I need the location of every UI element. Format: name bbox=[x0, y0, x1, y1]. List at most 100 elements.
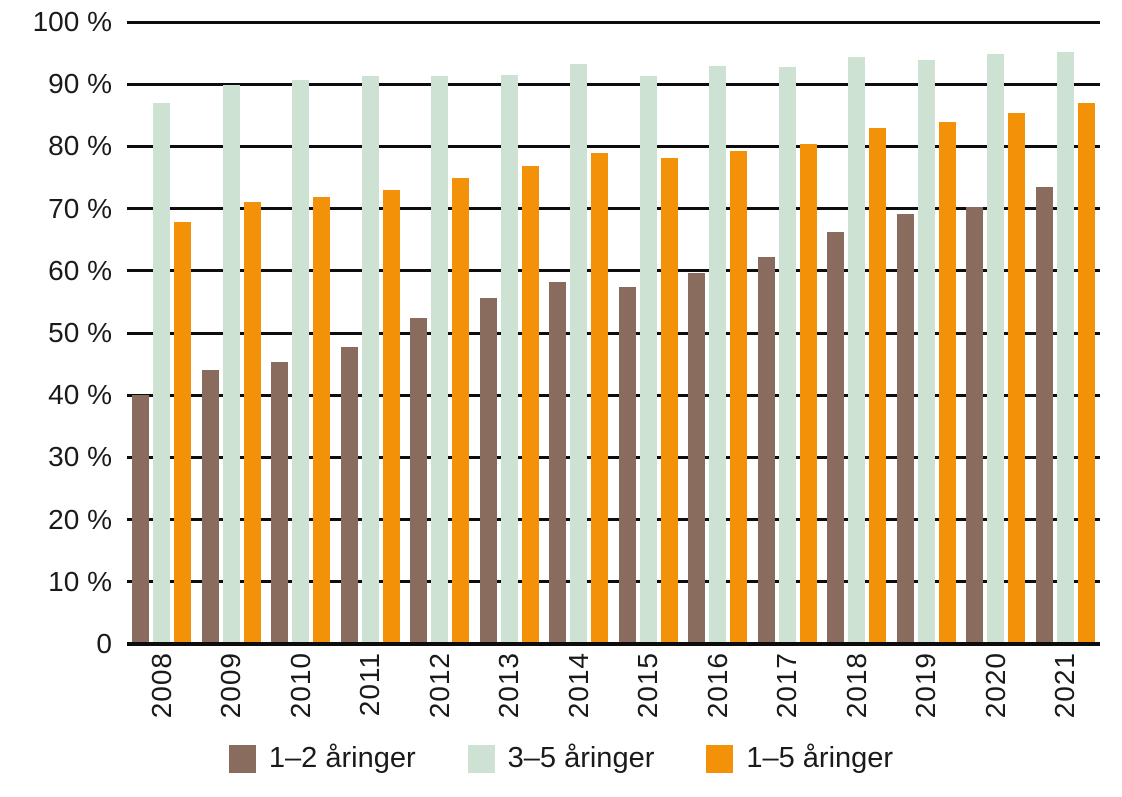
bar-1–5-åringer-2018 bbox=[869, 128, 887, 644]
x-axis-cell: 2008 bbox=[127, 652, 197, 736]
bar-1–5-åringer-2012 bbox=[452, 177, 470, 644]
bar-1–2-åringer-2015 bbox=[618, 286, 636, 644]
bar-1–5-åringer-2013 bbox=[521, 166, 539, 644]
x-axis-cell: 2010 bbox=[266, 652, 336, 736]
x-axis-cell: 2011 bbox=[336, 652, 406, 736]
bar-1–5-åringer-2017 bbox=[799, 143, 817, 644]
bar-3–5-åringer-2021 bbox=[1056, 51, 1074, 644]
gridline bbox=[127, 269, 1100, 273]
x-axis-label-2009: 2009 bbox=[215, 652, 247, 719]
x-axis-cell: 2021 bbox=[1031, 652, 1101, 736]
bar-1–5-åringer-2010 bbox=[313, 196, 331, 644]
x-axis-cell: 2018 bbox=[822, 652, 892, 736]
bar-group-2019 bbox=[892, 22, 962, 644]
legend-label: 1–2 åringer bbox=[268, 742, 416, 774]
bar-group-2011 bbox=[336, 22, 406, 644]
bar-3–5-åringer-2014 bbox=[570, 64, 588, 644]
gridline bbox=[127, 207, 1100, 211]
gridline bbox=[127, 455, 1100, 459]
bar-group-2014 bbox=[544, 22, 614, 644]
bar-1–5-åringer-2021 bbox=[1077, 102, 1095, 644]
bar-1–5-åringer-2011 bbox=[382, 189, 400, 644]
bar-1–2-åringer-2008 bbox=[132, 395, 150, 644]
legend-swatch bbox=[706, 744, 734, 773]
x-axis-line bbox=[127, 642, 1100, 646]
y-axis-label: 50 % bbox=[48, 317, 112, 348]
x-axis-label-2012: 2012 bbox=[423, 652, 455, 719]
bar-1–2-åringer-2013 bbox=[479, 297, 497, 644]
x-axis: 2008 2009 2010 2011 2012 2013 2014 2015 2016 2017… bbox=[127, 652, 1100, 736]
x-axis-cell: 2013 bbox=[475, 652, 545, 736]
bar-1–2-åringer-2017 bbox=[757, 257, 775, 644]
bar-1–2-åringer-2019 bbox=[896, 214, 914, 644]
x-axis-cell: 2020 bbox=[961, 652, 1031, 736]
bar-3–5-åringer-2017 bbox=[778, 66, 796, 644]
x-axis-cell: 2009 bbox=[197, 652, 267, 736]
x-axis-label-2008: 2008 bbox=[145, 652, 177, 719]
bar-groups bbox=[127, 22, 1100, 644]
x-axis-label-2019: 2019 bbox=[910, 652, 942, 719]
bar-3–5-åringer-2008 bbox=[153, 102, 171, 644]
bar-1–5-åringer-2014 bbox=[591, 153, 609, 644]
bar-3–5-åringer-2016 bbox=[709, 66, 727, 644]
bar-1–2-åringer-2011 bbox=[340, 346, 358, 644]
bar-3–5-åringer-2020 bbox=[987, 54, 1005, 644]
y-axis-label: 70 % bbox=[48, 192, 112, 224]
bar-group-2010 bbox=[266, 22, 336, 644]
bar-1–2-åringer-2020 bbox=[966, 207, 984, 644]
y-axis: 100 % 90 % 80 % 70 % 60 % 50 % 40 % 30 % 20 % 10 … bbox=[0, 0, 112, 797]
bar-1–2-åringer-2012 bbox=[410, 318, 428, 644]
bar-group-2012 bbox=[405, 22, 475, 644]
gridline bbox=[127, 331, 1100, 335]
bar-1–5-åringer-2019 bbox=[938, 121, 956, 644]
bar-group-2013 bbox=[475, 22, 545, 644]
x-axis-label-2014: 2014 bbox=[562, 652, 594, 719]
y-axis-label: 20 % bbox=[48, 503, 112, 535]
y-axis-label: 0 bbox=[96, 628, 112, 659]
y-axis-label: 60 % bbox=[48, 254, 112, 286]
bar-group-2008 bbox=[127, 22, 197, 644]
x-axis-label-2021: 2021 bbox=[1049, 652, 1081, 719]
x-axis-label-2018: 2018 bbox=[840, 652, 872, 719]
legend: 1–2 åringer 3–5 åringer 1–5 åringer bbox=[0, 742, 1122, 775]
bar-1–5-åringer-2015 bbox=[660, 157, 678, 644]
x-axis-cell: 2015 bbox=[614, 652, 684, 736]
x-axis-label-2013: 2013 bbox=[493, 652, 525, 719]
legend-item: 3–5 åringer bbox=[467, 742, 655, 775]
legend-swatch bbox=[467, 744, 495, 773]
gridline bbox=[127, 518, 1100, 522]
x-axis-cell: 2012 bbox=[405, 652, 475, 736]
x-axis-label-2017: 2017 bbox=[771, 652, 803, 719]
gridline bbox=[127, 580, 1100, 584]
gridline bbox=[127, 144, 1100, 148]
bar-1–2-åringer-2018 bbox=[827, 231, 845, 644]
x-axis-cell: 2017 bbox=[753, 652, 823, 736]
x-axis-label-2011: 2011 bbox=[354, 652, 386, 717]
x-axis-cell: 2019 bbox=[892, 652, 962, 736]
bar-1–5-åringer-2008 bbox=[174, 222, 192, 644]
bar-1–2-åringer-2009 bbox=[201, 369, 219, 644]
bar-1–2-åringer-2014 bbox=[549, 282, 567, 644]
y-axis-label: 10 % bbox=[48, 565, 112, 597]
bar-group-2017 bbox=[753, 22, 823, 644]
x-axis-label-2015: 2015 bbox=[632, 652, 664, 719]
gridline bbox=[127, 82, 1100, 86]
legend-item: 1–5 åringer bbox=[706, 742, 893, 775]
bar-1–5-åringer-2009 bbox=[243, 202, 261, 644]
x-axis-label-2010: 2010 bbox=[284, 652, 316, 719]
bar-group-2016 bbox=[683, 22, 753, 644]
bar-1–2-åringer-2016 bbox=[688, 272, 706, 644]
bar-3–5-åringer-2018 bbox=[848, 57, 866, 644]
legend-item: 1–2 åringer bbox=[228, 742, 416, 775]
bar-3–5-åringer-2011 bbox=[361, 75, 379, 644]
legend-swatch bbox=[228, 744, 256, 773]
x-axis-cell: 2016 bbox=[683, 652, 753, 736]
y-axis-label: 90 % bbox=[48, 68, 112, 100]
bar-1–5-åringer-2016 bbox=[730, 150, 748, 644]
legend-label: 3–5 åringer bbox=[507, 742, 655, 774]
bar-group-2009 bbox=[197, 22, 267, 644]
gridline bbox=[127, 393, 1100, 397]
bar-3–5-åringer-2012 bbox=[431, 76, 449, 644]
bar-3–5-åringer-2019 bbox=[917, 59, 935, 644]
bar-group-2018 bbox=[822, 22, 892, 644]
